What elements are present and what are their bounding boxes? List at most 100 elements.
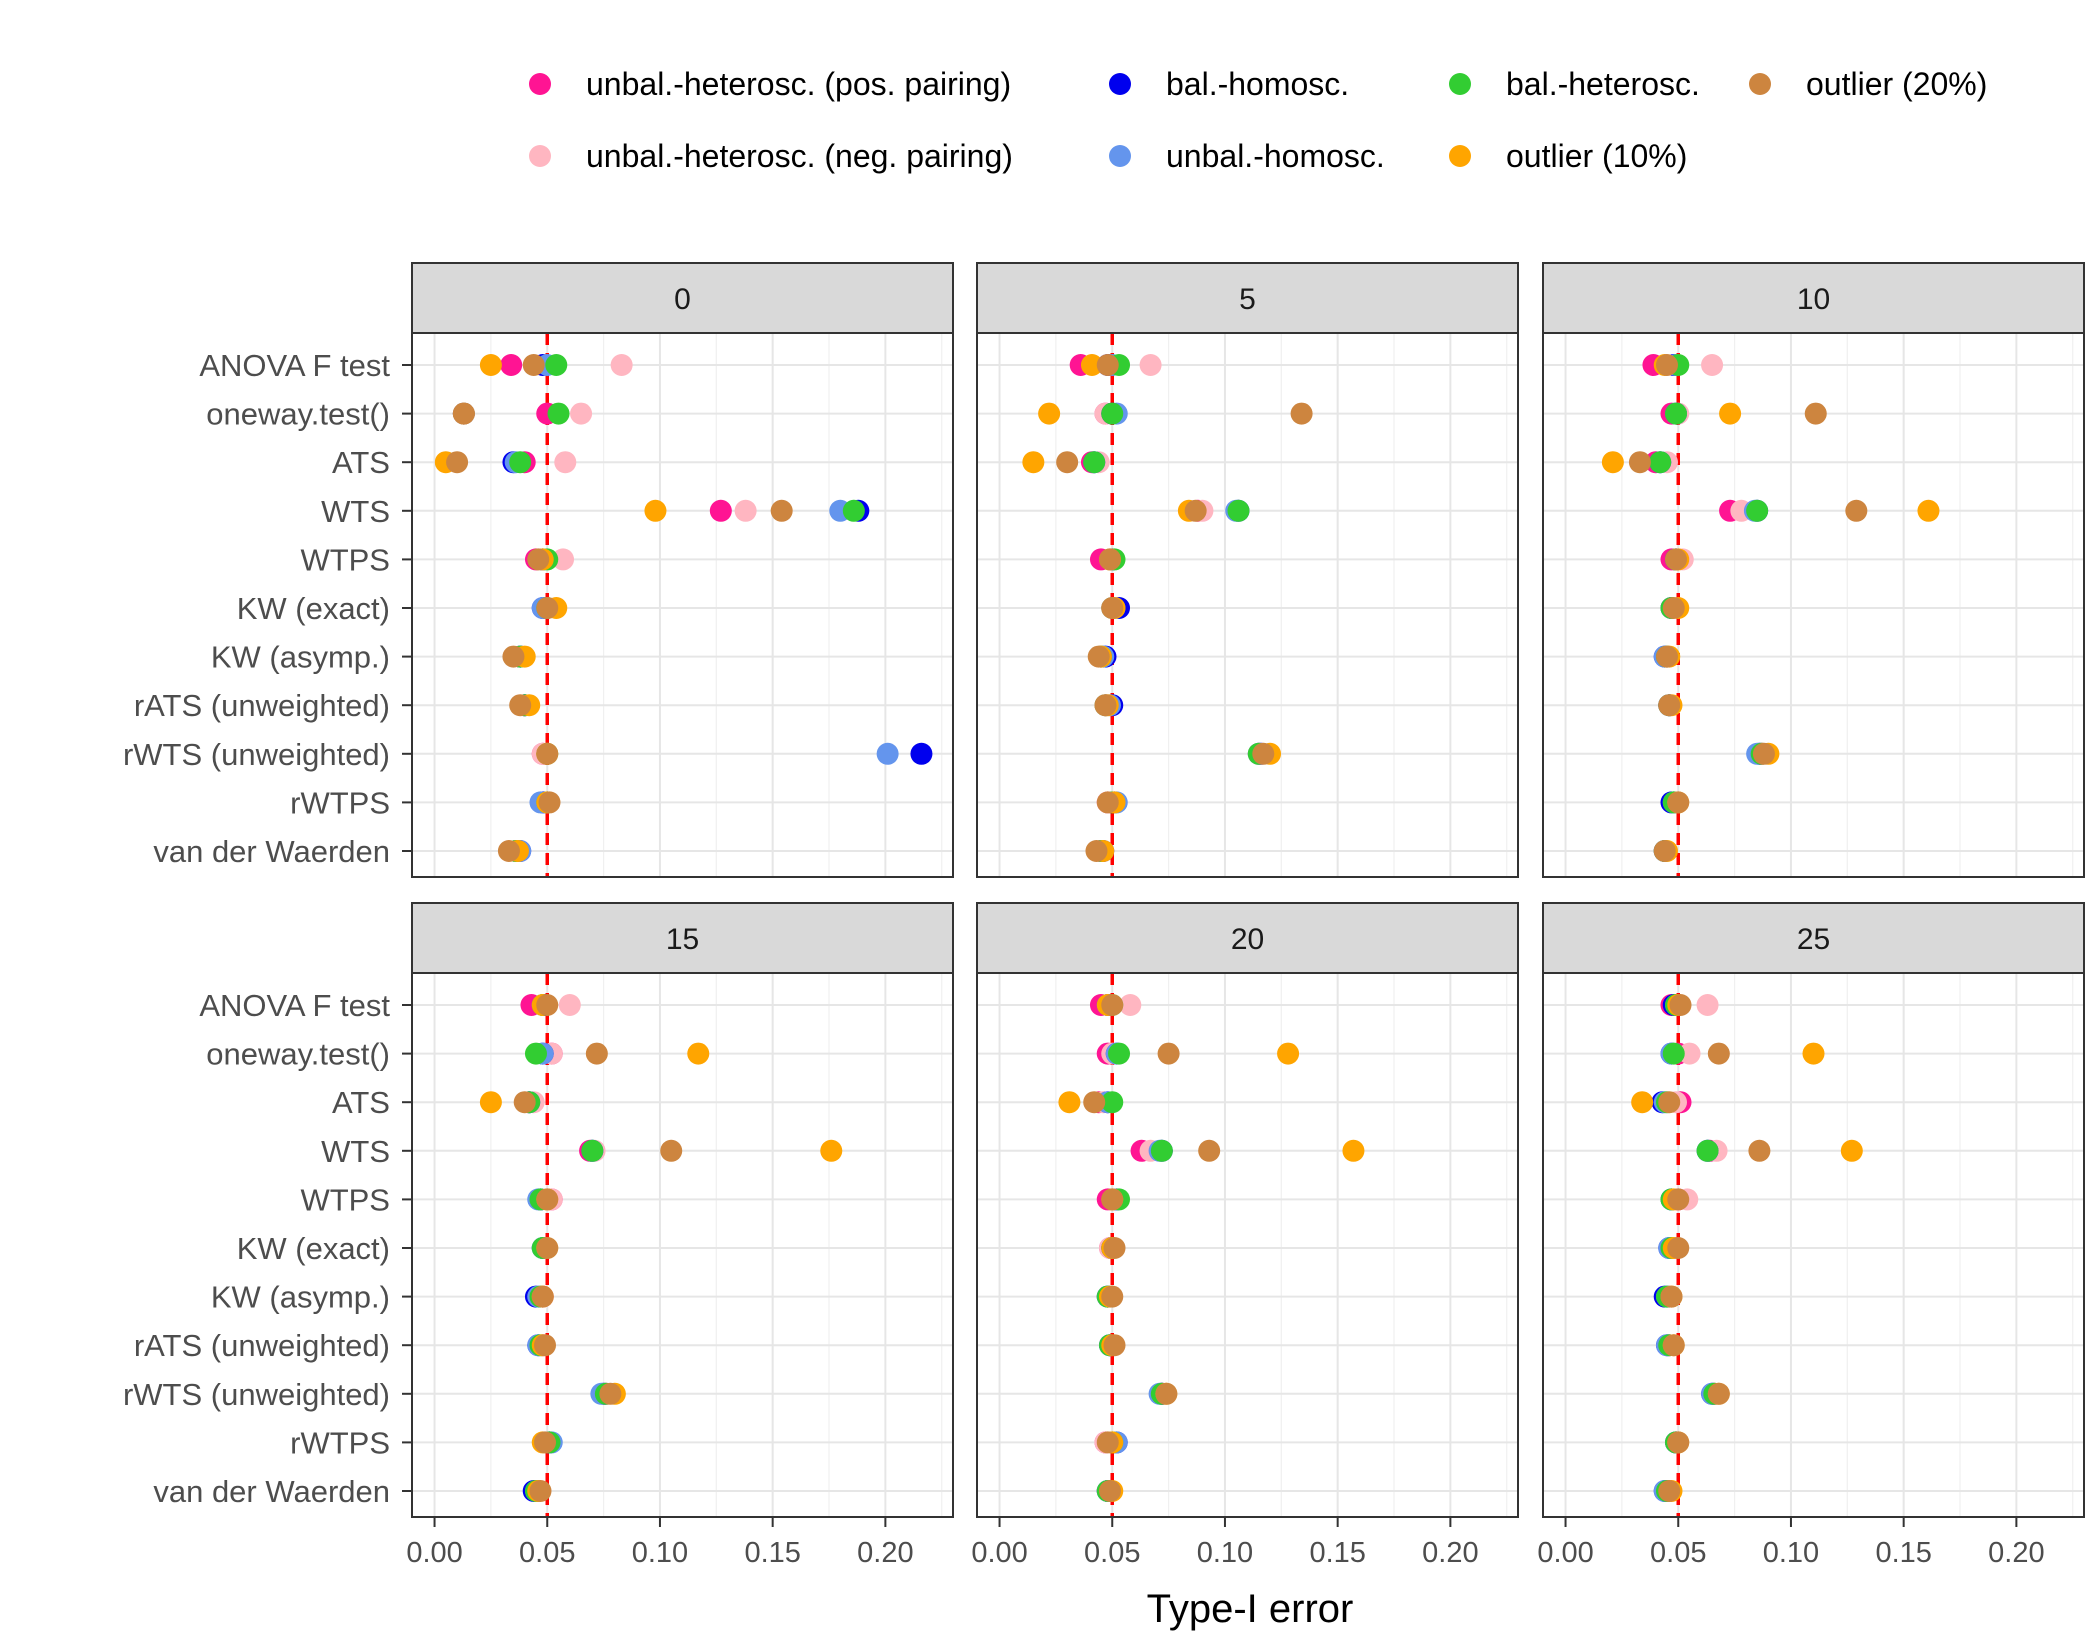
grid (1543, 333, 2084, 877)
grid (412, 973, 953, 1517)
panel-strip (411, 902, 954, 974)
panel-border (1542, 332, 2085, 878)
x-tick-label: 0.00 (406, 1537, 462, 1569)
data-point (1667, 1188, 1690, 1211)
data-point (1058, 1091, 1081, 1114)
legend-label: bal.-homosc. (1166, 66, 1349, 102)
legend-item: outlier (10%) (1449, 138, 1687, 174)
data-point (446, 451, 469, 474)
panel-strip (976, 262, 1519, 334)
panel: 15 ANOVA F test oneway.test() ATS WTS WTPS KW … (123, 902, 954, 1569)
data-point (1696, 1139, 1719, 1162)
data-point (1845, 499, 1868, 522)
points (1058, 994, 1365, 1502)
data-point (1101, 597, 1124, 619)
panel-border (1542, 972, 2085, 1518)
category-label: WTPS (300, 542, 390, 577)
category-label: rWTS (unweighted) (123, 1377, 390, 1412)
data-point (1658, 1480, 1681, 1502)
panel: 25 0.00 0.05 0.10 0.15 0.20 (1537, 902, 2085, 1569)
category-label: WTPS (300, 1182, 390, 1217)
data-point (529, 1480, 552, 1502)
data-point (1667, 1431, 1690, 1454)
category-label: KW (exact) (237, 1231, 390, 1266)
panel-background (977, 973, 1518, 1517)
data-point (554, 451, 577, 474)
data-point (1696, 994, 1719, 1016)
data-point (1080, 354, 1103, 376)
data-point (842, 499, 865, 522)
data-point (1108, 1042, 1131, 1065)
data-point (1150, 1139, 1173, 1162)
data-point (1103, 1334, 1126, 1357)
points (479, 994, 843, 1502)
data-point (1802, 1042, 1825, 1065)
panel-background (977, 333, 1518, 877)
panel-background (412, 333, 953, 877)
data-point (1227, 499, 1250, 522)
data-point (513, 1091, 536, 1114)
legend-label: bal.-heterosc. (1506, 66, 1700, 102)
data-point (610, 354, 633, 376)
x-tick-label: 0.10 (632, 1537, 688, 1569)
legend-label: unbal.-heterosc. (pos. pairing) (586, 66, 1011, 102)
legend-item: unbal.-heterosc. (pos. pairing) (529, 66, 1011, 102)
data-point (1101, 402, 1124, 425)
x-tick-label: 0.00 (1537, 1537, 1593, 1569)
legend-item: outlier (20%) (1749, 66, 1987, 102)
category-label: ATS (332, 1085, 390, 1120)
panel-title: 10 (1797, 283, 1830, 316)
category-label: KW (exact) (237, 591, 390, 626)
category-label: van der Waerden (153, 834, 390, 869)
legend-label: outlier (20%) (1806, 66, 1987, 102)
data-point (1662, 1042, 1685, 1065)
x-tick-label: 0.15 (744, 1537, 800, 1569)
legend-swatch (1109, 73, 1131, 95)
legend-swatch (1749, 73, 1771, 95)
data-point (1085, 840, 1108, 862)
panel-title: 20 (1231, 923, 1264, 956)
data-point (1840, 1139, 1863, 1162)
category-label: rATS (unweighted) (134, 688, 390, 723)
data-point (545, 354, 568, 376)
legend-item: bal.-heterosc. (1449, 66, 1700, 102)
x-tick-label: 0.15 (1309, 1537, 1365, 1569)
data-point (1917, 499, 1940, 522)
points (1631, 994, 1863, 1502)
data-point (1707, 1042, 1730, 1065)
data-point (1752, 742, 1775, 765)
data-point (1083, 451, 1106, 474)
data-point (1083, 1091, 1106, 1114)
data-point (1628, 451, 1651, 474)
panel-strip (1542, 262, 2085, 334)
grid (977, 333, 1518, 877)
data-point (536, 1237, 559, 1259)
category-label: oneway.test() (206, 1037, 390, 1072)
x-tick-label: 0.20 (1988, 1537, 2044, 1569)
data-point (1655, 645, 1678, 668)
data-point (1658, 694, 1681, 717)
category-label: ANOVA F test (199, 348, 390, 383)
category-label: ANOVA F test (199, 988, 390, 1023)
x-tick-label: 0.10 (1763, 1537, 1819, 1569)
category-label: KW (asymp.) (211, 1280, 390, 1315)
points (1022, 354, 1313, 862)
x-tick-label: 0.20 (1422, 1537, 1478, 1569)
data-point (1701, 354, 1724, 376)
data-point (536, 597, 559, 619)
category-label: rATS (unweighted) (134, 1328, 390, 1363)
data-point (1056, 451, 1079, 474)
data-point (1038, 402, 1061, 425)
points (434, 354, 933, 862)
x-tick-label: 0.10 (1197, 1537, 1253, 1569)
legend-swatch (529, 145, 551, 167)
data-point (1601, 451, 1624, 474)
data-point (509, 451, 532, 474)
data-point (1157, 1042, 1180, 1065)
data-point (1660, 1285, 1683, 1308)
panel: 20 0.00 0.05 0.10 0.15 0.20 (971, 902, 1519, 1569)
legend-swatch (1449, 73, 1471, 95)
data-point (509, 694, 532, 717)
data-point (1748, 1139, 1771, 1162)
data-point (1658, 1091, 1681, 1114)
